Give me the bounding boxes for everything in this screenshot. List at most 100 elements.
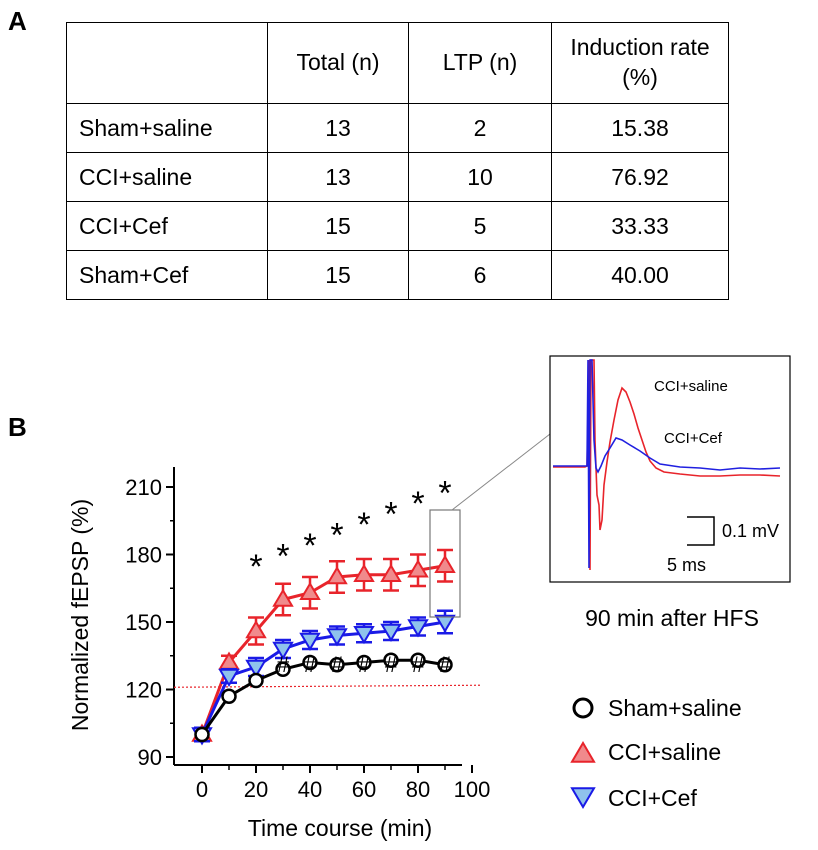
table-cell: 13 [267,152,409,202]
significance-hash: # [439,652,452,677]
data-point-cci-cef [407,619,429,638]
series-line-cci-cef [200,620,446,736]
callout-line [451,433,551,511]
data-point-sham-saline [410,652,426,668]
legend-label-cci-cef: CCI+Cef [608,785,697,811]
data-point-cci-cef [299,632,321,651]
legend-marker-cci-cef [570,787,596,809]
legend-item-cci-saline: CCI+saline [570,739,721,765]
legend-item-sham-saline: Sham+saline [572,695,742,721]
legend-marker-cci-saline [570,741,596,763]
significance-star: * [438,475,451,513]
data-point-cci-cef [272,641,294,660]
highlight-box [429,509,461,618]
table-cell: 5 [408,201,552,251]
data-point-sham-saline [194,726,210,743]
series-cci-saline [191,548,456,743]
table-row: CCI+Cef 15 5 33.33 [66,201,729,251]
data-point-cci-saline [299,581,321,601]
data-point-cci-saline [245,620,267,639]
scale-voltage-label: 0.1 mV [722,521,779,541]
data-point-cci-cef [326,628,348,647]
significance-hash: # [304,652,317,677]
data-point-cci-saline [407,559,429,578]
table-header-cell: Total (n) [267,22,409,104]
table-cell: 15.38 [551,103,729,153]
table-row: Sham+Cef 15 6 40.00 [66,250,729,300]
scale-time-label: 5 ms [667,555,706,575]
y-tick-label: 120 [125,678,162,703]
legend-item-cci-cef: CCI+Cef [570,785,697,811]
data-point-cci-saline [353,563,375,583]
data-point-cci-cef [245,659,267,678]
significance-hash: # [331,652,344,677]
significance-hash: # [385,652,398,677]
cci-cef-trace [553,359,781,569]
data-point-cci-cef [218,668,240,687]
chart-annotations: * * * * * * * * # # # # # # # [249,475,451,678]
significance-hash: # [412,652,425,677]
data-point-cci-saline [326,566,348,585]
chart-axes: 90 120 150 180 210 0 20 40 60 80 100 Time course (m… [67,467,490,841]
inset-callout-lines [429,433,551,618]
significance-star: * [330,517,343,555]
x-tick-label: 40 [298,777,322,802]
table-cell: 76.92 [551,152,729,202]
legend-label-sham-saline: Sham+saline [608,695,742,721]
data-point-sham-saline [356,654,372,671]
table-header-row: Total (n) LTP (n) Induction rate (%) [66,22,729,104]
table-row: Sham+saline 13 2 15.38 [66,103,729,153]
data-point-cci-saline [272,588,294,607]
panel-b-label: B [8,412,27,442]
table-cell: Sham+Cef [66,250,268,300]
chart-series [191,548,456,746]
chart-legend: Sham+saline CCI+saline CCI+Cef [570,695,742,811]
significance-star: * [303,527,316,565]
data-point-sham-saline [221,688,237,704]
y-tick-label: 150 [125,610,162,635]
data-point-cci-cef [434,614,456,633]
y-tick-label: 90 [138,745,162,770]
data-point-sham-saline [383,652,399,668]
significance-star: * [384,496,397,534]
series-line-cci-saline [200,564,446,736]
table-cell: Sham+saline [66,103,268,153]
table-cell: 15 [267,201,409,251]
table-header-cell: Induction rate (%) [551,22,729,104]
significance-star: * [249,548,262,586]
series-line-sham-saline [200,658,446,736]
y-tick-label: 180 [125,543,162,568]
data-point-cci-cef [353,625,375,645]
panel-a-label: A [8,6,27,36]
threshold-line-group [173,684,481,688]
series-sham-saline [194,652,453,743]
data-point-sham-saline [275,661,291,677]
inset-caption: 90 min after HFS [585,605,759,631]
data-point-cci-saline [434,554,456,574]
series-cci-cef [191,609,456,746]
significance-hash: # [277,652,290,677]
table-cell: 33.33 [551,201,729,251]
data-point-sham-saline [329,657,345,673]
table-header-cell [66,22,268,104]
y-axis-label: Normalized fEPSP (%) [67,499,93,731]
legend-label-cci-saline: CCI+saline [608,739,721,765]
x-tick-label: 100 [454,777,491,802]
table-cell: CCI+Cef [66,201,268,251]
significance-star: * [276,538,289,576]
inset-trace-panel: CCI+saline CCI+Cef 0.1 mV 5 ms [549,355,791,583]
table-cell: 2 [408,103,552,153]
x-tick-label: 60 [352,777,376,802]
table-cell: 40.00 [551,250,729,300]
significance-star: * [357,506,370,544]
x-axis-label: Time course (min) [248,815,432,841]
inset-label-cci-cef: CCI+Cef [664,430,723,447]
inset-label-cci-saline: CCI+saline [654,378,728,395]
legend-marker-sham-saline [572,697,594,719]
ltp-induction-table: Total (n) LTP (n) Induction rate (%) Sha… [66,22,729,300]
table-cell: 15 [267,250,409,300]
y-tick-label: 210 [125,475,162,500]
significance-star: * [411,485,424,523]
data-point-cci-cef [380,623,402,642]
data-point-sham-saline [302,654,318,671]
